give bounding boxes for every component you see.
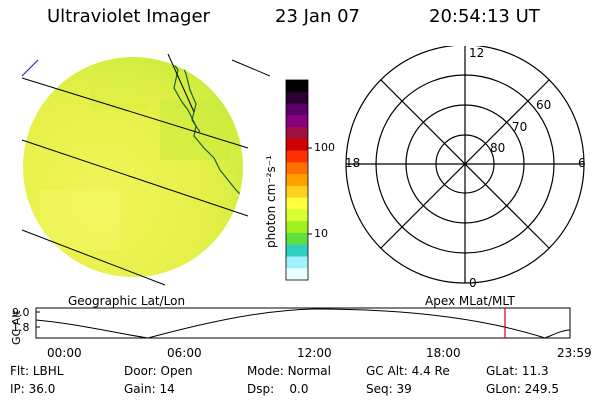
color-bar-stripe [286, 256, 308, 269]
color-bar-stripe [286, 80, 308, 93]
color-bar-stripe [286, 197, 308, 210]
alt-ytick-1: 1.8 [12, 321, 30, 334]
time-tick-1800: 18:00 [426, 346, 461, 360]
color-bar-stripe [286, 103, 308, 116]
time-tick-0000: 00:00 [47, 346, 82, 360]
param-mode: Mode: Normal [247, 364, 331, 378]
param-door: Door: Open [124, 364, 193, 378]
color-bar-stripe [286, 115, 308, 128]
mlat-label-60: 60 [536, 98, 552, 112]
color-bar-stripe [286, 127, 308, 140]
param-gain: Gain: 14 [124, 382, 175, 396]
mlat-label-80: 80 [490, 141, 506, 155]
geographic-image-panel [21, 53, 270, 286]
colorbar-tick-100: 100 [314, 141, 335, 154]
lat-lon-lines [21, 53, 270, 286]
param-gc-alt: GC Alt: 4.4 Re [366, 364, 450, 378]
color-bar-stripe [286, 150, 308, 163]
color-bar [285, 79, 312, 281]
color-bar-stripe [286, 209, 308, 222]
param-glon: GLon: 249.5 [486, 382, 559, 396]
color-bar-gradient [286, 80, 308, 281]
color-bar-stripe [286, 221, 308, 234]
mlt-label-6: 6 [578, 156, 586, 170]
param-glat: GLat: 11.3 [486, 364, 549, 378]
param-ip: IP: 36.0 [10, 382, 56, 396]
time-tick-0600: 06:00 [167, 346, 202, 360]
time-tick-2359: 23:59 [557, 346, 592, 360]
date-label: 23 Jan 07 [275, 6, 360, 27]
color-bar-stripe [286, 232, 308, 246]
mlt-label-12: 12 [469, 46, 485, 60]
time-tick-1200: 12:00 [297, 346, 332, 360]
color-bar-stripe [286, 138, 308, 152]
orbit-marker [21, 59, 39, 77]
color-bar-stripe [286, 162, 308, 175]
geographic-panel-label: Geographic Lat/Lon [68, 294, 186, 308]
mlt-label-18: 18 [345, 156, 361, 170]
color-bar-stripe [286, 268, 308, 281]
color-bar-stripe [286, 185, 308, 199]
altitude-curve [35, 308, 571, 339]
polar-diagonal-2 [380, 79, 550, 249]
mlat-label-70: 70 [512, 120, 528, 134]
alt-ytick-9: 9.0 [12, 306, 30, 319]
time-label: 20:54:13 UT [429, 6, 540, 27]
param-filter: Flt: LBHL [10, 364, 64, 378]
altitude-plot-frame [35, 307, 571, 339]
param-seq: Seq: 39 [366, 382, 412, 396]
polar-plot [345, 46, 585, 284]
color-bar-stripe [286, 174, 308, 187]
instrument-title: Ultraviolet Imager [47, 6, 210, 27]
color-bar-stripe [286, 244, 308, 257]
colorbar-unit-label: photon cm⁻²s⁻¹ [264, 155, 278, 248]
mlt-label-0: 0 [469, 276, 477, 290]
coastlines [169, 57, 243, 199]
color-bar-stripe [286, 91, 308, 105]
polar-panel-label: Apex MLat/MLT [425, 294, 515, 308]
param-dsp: Dsp: 0.0 [247, 382, 309, 396]
colorbar-tick-10: 10 [314, 227, 328, 240]
altitude-plot [35, 307, 571, 339]
